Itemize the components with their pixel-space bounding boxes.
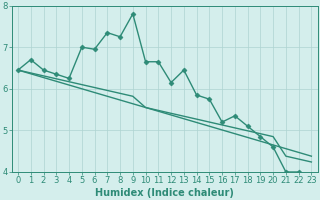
X-axis label: Humidex (Indice chaleur): Humidex (Indice chaleur) bbox=[95, 188, 234, 198]
